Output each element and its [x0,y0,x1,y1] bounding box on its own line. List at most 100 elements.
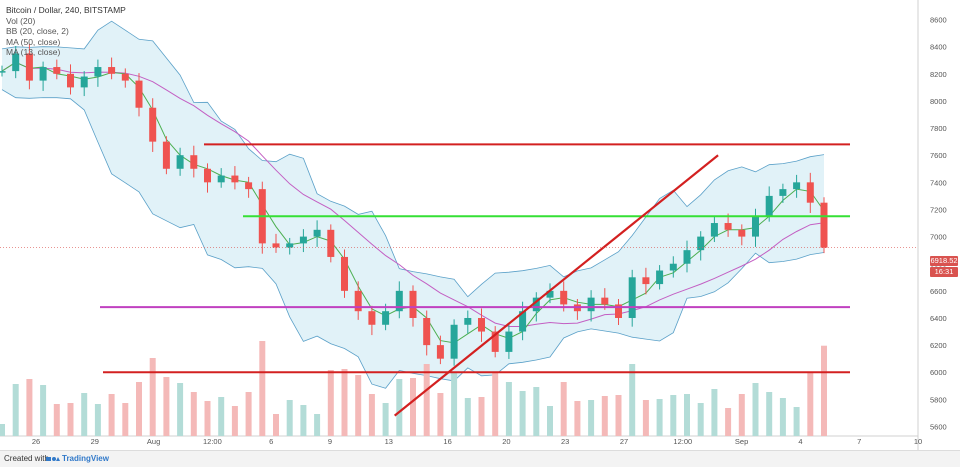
candle-body [793,182,801,190]
candle-body [628,277,636,318]
x-tick-label: 29 [91,437,99,446]
candle-body [0,71,6,73]
candle-body [642,277,650,285]
last-price-tag: 6918.52 [930,256,958,266]
volume-bar [122,403,129,436]
x-tick-label: 7 [857,437,861,446]
candle-body [12,53,20,72]
candle-body [546,290,554,298]
y-tick-label: 6000 [930,368,947,377]
x-tick-label: 10 [914,437,922,446]
footer-brand[interactable]: TradingView [62,454,109,463]
candle-body [135,80,143,108]
volume-bar [505,382,512,436]
volume-bar [177,383,184,436]
candle-body [39,67,47,81]
volume-bar [245,392,252,436]
candle-body [724,223,732,230]
candle-body [245,182,253,190]
candle-body [121,73,129,81]
y-tick-label: 7200 [930,205,947,214]
candle-body [779,189,787,196]
candle-body [478,317,485,332]
candle-body [313,229,321,237]
volume-bar [821,345,827,436]
candle-body [108,67,116,74]
candle-body [217,175,225,183]
volume-bar [684,394,690,436]
candle-body [299,236,307,244]
candle-body [505,331,513,352]
volume-bar [368,394,375,436]
candle-body [149,107,157,142]
candle-body [354,290,362,312]
candle-body [738,229,746,237]
legend-title: Bitcoin / Dollar, 240, BITSTAMP [6,5,126,15]
candle-body [710,223,718,237]
volume-bar [355,375,362,436]
candle-body [820,202,828,248]
y-tick-label: 8400 [930,43,947,52]
candle-body [190,155,198,169]
candle-body [272,243,280,248]
volume-bar [81,393,88,436]
volume-bar [807,373,814,436]
y-tick-label: 7000 [930,233,947,242]
x-tick-label: 20 [502,437,510,446]
candle-body [532,297,540,312]
candle-body [587,297,595,312]
candle-body [382,311,390,325]
candle-body [423,317,431,346]
candle-body [450,324,458,359]
footer-created-with: Created with [4,454,49,463]
volume-bar [547,406,553,436]
volume-bar [451,372,458,436]
candle-body [669,263,677,271]
candle-body [615,304,622,318]
candle-body [327,229,335,257]
volume-bar [0,424,5,436]
volume-bar [218,397,225,436]
volume-bar [136,382,142,436]
x-tick-label: 4 [798,437,802,446]
candle-body [560,290,568,305]
candle-body [752,216,759,237]
volume-bar [560,382,567,436]
tradingview-logo-icon [46,457,60,461]
volume-bar [231,406,238,436]
candle-body [601,297,609,305]
x-tick-label: 12:00 [203,437,222,446]
volume-bar [286,400,293,436]
candle-body [204,168,211,183]
volume-bar [793,407,800,436]
volume-bar [204,401,211,436]
candle-body [25,53,33,81]
volume-bar [711,389,718,436]
candle-body [53,67,61,74]
volume-bar [314,414,321,436]
x-tick-label: 23 [561,437,569,446]
y-tick-label: 5600 [930,423,947,432]
volume-bar [149,358,156,436]
volume-bar [574,401,581,436]
bollinger-lower-line [1,89,825,389]
volume-bar [259,341,266,436]
volume-bar [519,391,526,436]
candle-body [162,141,170,169]
volume-bar [601,396,608,436]
x-tick-label: 26 [32,437,40,446]
volume-bar [40,385,47,436]
candle-body [368,311,376,325]
candle-body [697,236,705,251]
candle-body [436,345,444,359]
chart-legend: Bitcoin / Dollar, 240, BITSTAMP Vol (20)… [6,5,126,58]
legend-line-bb: BB (20, close, 2) [6,26,69,36]
candle-body [519,311,527,332]
candle-body [491,331,499,352]
candle-body [806,182,814,203]
y-tick-label: 6400 [930,314,947,323]
volume-bar [396,379,403,436]
bollinger-upper-line [1,20,825,298]
